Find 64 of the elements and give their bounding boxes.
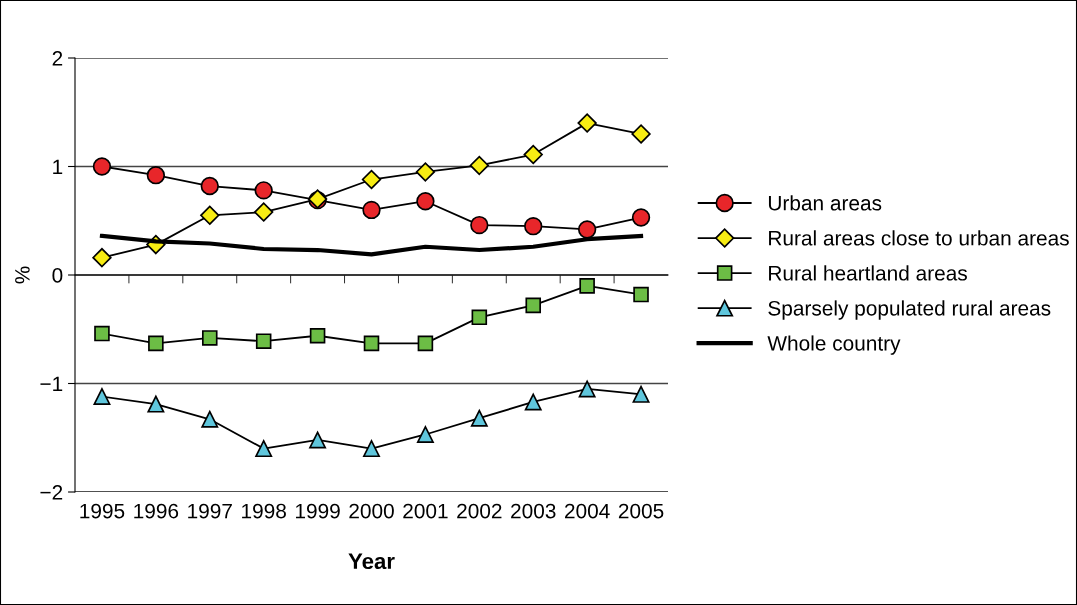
point	[254, 181, 273, 200]
x-tick-label: 1997	[188, 503, 232, 519]
point	[255, 440, 273, 458]
point	[470, 409, 488, 427]
point	[470, 215, 489, 235]
legend-label: Sparsely populated rural areas	[768, 300, 1051, 320]
point	[201, 410, 219, 428]
y-axis-title: %	[15, 266, 30, 284]
point	[579, 278, 595, 294]
legend-label: Whole country	[767, 335, 901, 355]
point	[577, 220, 597, 239]
x-tick-label: 2004	[565, 503, 610, 519]
point	[631, 124, 651, 144]
point	[523, 144, 543, 165]
point	[471, 309, 488, 326]
point	[361, 169, 382, 190]
point	[415, 162, 436, 182]
x-tick-label: 1999	[296, 503, 340, 519]
point	[524, 217, 543, 236]
point	[416, 426, 434, 443]
x-tick-label: 1998	[242, 503, 286, 519]
point	[92, 247, 112, 268]
point	[309, 327, 326, 344]
point	[92, 157, 112, 176]
point	[309, 431, 327, 449]
point	[201, 330, 218, 346]
point	[469, 155, 489, 176]
point	[578, 380, 596, 398]
point	[633, 286, 649, 303]
y-tick-label: −1	[40, 376, 63, 392]
point	[362, 200, 381, 220]
x-tick-label: 1995	[80, 503, 125, 519]
point	[363, 440, 380, 458]
x-tick-label: 1996	[134, 503, 179, 519]
point	[524, 393, 542, 411]
point	[93, 388, 111, 405]
point	[147, 395, 165, 413]
legend-label: Urban areas	[768, 195, 882, 211]
point	[254, 202, 274, 222]
x-tick-label: 2001	[403, 503, 448, 519]
y-tick-label: 1	[53, 159, 63, 175]
point	[416, 192, 435, 211]
point	[631, 208, 651, 227]
point	[200, 205, 220, 225]
point	[94, 325, 110, 342]
y-tick-label: 0	[52, 268, 63, 283]
point	[417, 335, 434, 352]
point	[255, 333, 272, 349]
legend-label: Rural heartland areas	[769, 265, 967, 281]
x-axis-title: Year	[348, 553, 395, 570]
x-tick-label: 2002	[457, 503, 502, 519]
legend-label: Rural areas close to urban areas	[769, 230, 1069, 246]
point	[200, 176, 219, 196]
point	[632, 385, 650, 403]
point	[577, 113, 597, 133]
x-tick-label: 2003	[511, 503, 556, 519]
point	[146, 166, 166, 185]
point	[363, 335, 380, 352]
x-tick-label: 2000	[349, 503, 394, 519]
y-tick-label: 2	[52, 51, 63, 66]
point	[525, 297, 542, 314]
x-tick-label: 2005	[618, 503, 664, 519]
y-tick-label: −2	[40, 485, 63, 500]
point	[148, 335, 164, 352]
